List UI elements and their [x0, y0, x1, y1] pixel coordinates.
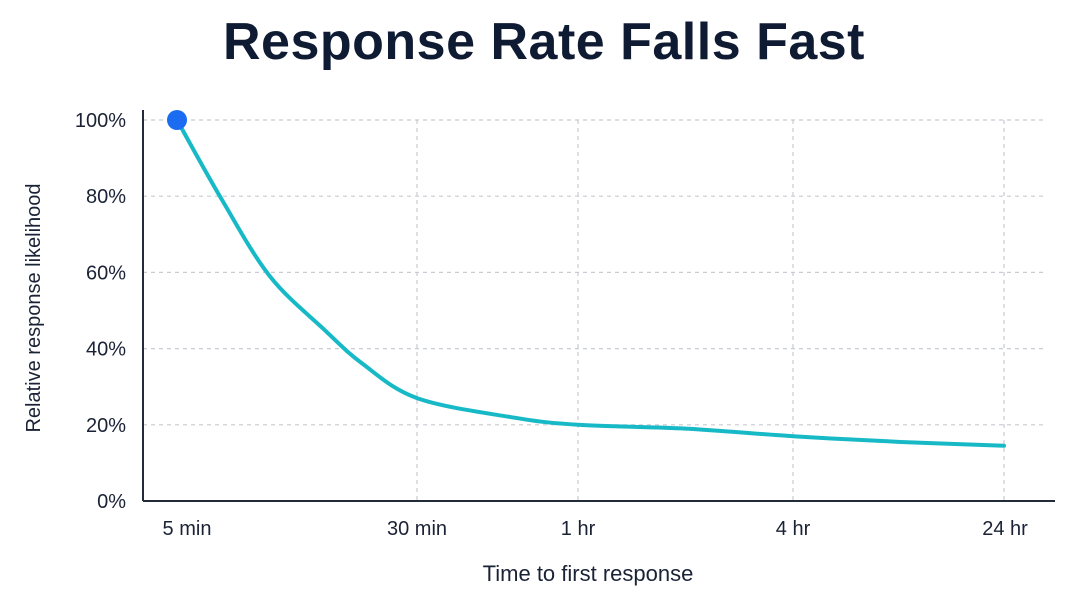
series-line — [175, 118, 1006, 448]
y-tick-label: 100% — [75, 110, 126, 132]
y-axis-label: Relative response likelihood — [23, 183, 45, 432]
axes — [142, 110, 1055, 502]
chart-title: Response Rate Falls Fast — [223, 13, 865, 71]
x-tick-label: 5 min — [163, 518, 212, 540]
y-tick-labels: 0% 20% 40% 60% 80% 100% — [75, 110, 126, 513]
x-tick-label: 4 hr — [776, 518, 811, 540]
y-tick-label: 20% — [86, 415, 126, 437]
y-tick-label: 60% — [86, 262, 126, 284]
start-point-marker — [167, 110, 187, 130]
x-tick-label: 1 hr — [561, 518, 596, 540]
y-tick-label: 0% — [97, 491, 126, 513]
x-tick-label: 30 min — [387, 518, 447, 540]
y-tick-label: 40% — [86, 339, 126, 361]
x-axis-label: Time to first response — [483, 561, 694, 586]
y-tick-label: 80% — [86, 186, 126, 208]
x-tick-labels: 5 min 30 min 1 hr 4 hr 24 hr — [163, 518, 1029, 540]
series-line-group — [167, 110, 1006, 448]
x-tick-label: 24 hr — [982, 518, 1028, 540]
